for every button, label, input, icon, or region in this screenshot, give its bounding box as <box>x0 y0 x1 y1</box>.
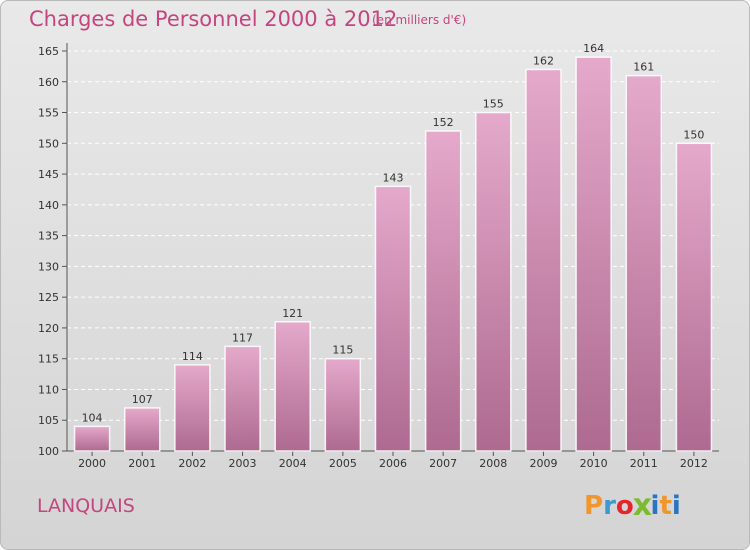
x-tick-label: 2006 <box>379 457 407 470</box>
bar-value-label: 117 <box>232 331 253 344</box>
bar-outline <box>475 111 512 452</box>
bar-outline <box>374 185 412 452</box>
logo-letter: r <box>603 491 616 521</box>
x-tick-label: 2007 <box>429 457 457 470</box>
bar <box>74 426 110 451</box>
x-tick-label: 2001 <box>128 457 156 470</box>
logo-letter: o <box>615 491 634 521</box>
bar-outline <box>625 74 663 452</box>
bar-outline <box>525 68 562 452</box>
bar-value-label: 164 <box>583 42 604 55</box>
bar-outline <box>675 142 713 452</box>
bar-outline <box>174 364 211 452</box>
bar <box>225 346 261 451</box>
y-tick-label: 120 <box>38 322 59 335</box>
bar-value-label: 121 <box>282 307 303 320</box>
x-tick-label: 2003 <box>229 457 257 470</box>
y-tick-label: 150 <box>38 137 59 150</box>
y-tick-label: 110 <box>38 383 59 396</box>
bar-outline <box>224 345 261 452</box>
y-tick-label: 140 <box>38 199 59 212</box>
commune-name: LANQUAIS <box>37 495 135 517</box>
x-tick-label: 2008 <box>479 457 507 470</box>
bar <box>375 186 411 451</box>
x-tick-label: 2002 <box>178 457 206 470</box>
bar <box>475 112 511 452</box>
y-tick-label: 135 <box>38 230 59 243</box>
logo-letter: P <box>584 491 604 521</box>
x-tick-label: 2012 <box>680 457 708 470</box>
bar-value-label: 115 <box>332 344 353 357</box>
bar-value-label: 104 <box>82 411 103 424</box>
bar-outline <box>123 407 161 452</box>
bar-value-label: 161 <box>633 61 654 74</box>
x-tick-label: 2009 <box>529 457 557 470</box>
x-tick-label: 2010 <box>580 457 608 470</box>
y-tick-label: 115 <box>38 353 59 366</box>
bar-outline <box>575 56 612 452</box>
labels: 100 105 110 115 120 125 130 135 140 145 150 155 160 1… <box>38 42 708 470</box>
bars <box>73 56 713 452</box>
bar <box>275 321 311 451</box>
chart-title: Charges de Personnel 2000 à 2012 <box>29 7 398 31</box>
logo-letter: i <box>650 491 660 521</box>
logo-letter: t <box>659 491 672 521</box>
bar-value-label: 150 <box>683 128 704 141</box>
bar-value-label: 114 <box>182 350 203 363</box>
chart-subtitle: (en milliers d'€) <box>372 13 467 27</box>
bar <box>525 69 561 451</box>
y-tick-label: 160 <box>38 76 59 89</box>
bar-outline <box>73 425 111 452</box>
bar <box>576 57 612 452</box>
proxiti-logo[interactable]: Proxiti <box>584 488 681 524</box>
bar-outline <box>324 357 362 452</box>
y-tick-label: 125 <box>38 291 59 304</box>
logo-letter: x <box>632 488 652 524</box>
bar-outline <box>274 321 311 452</box>
y-tick-label: 130 <box>38 260 59 273</box>
y-tick-label: 165 <box>38 45 59 58</box>
y-tick-label: 105 <box>38 414 59 427</box>
bar-value-label: 162 <box>533 54 554 67</box>
bar <box>325 358 361 451</box>
logo-letter: i <box>671 491 681 521</box>
y-tick-label: 100 <box>38 445 59 458</box>
bar <box>425 131 461 451</box>
bar-value-label: 107 <box>132 393 153 406</box>
bar-value-label: 152 <box>433 116 454 129</box>
y-tick-label: 145 <box>38 168 59 181</box>
bar-value-label: 143 <box>383 171 404 184</box>
x-tick-label: 2000 <box>78 457 106 470</box>
bar <box>626 75 662 451</box>
bar <box>124 407 160 451</box>
bar-outline <box>424 130 462 452</box>
bar <box>676 143 712 452</box>
x-tick-label: 2005 <box>329 457 357 470</box>
bar-value-label: 155 <box>483 98 504 111</box>
x-tick-label: 2004 <box>279 457 307 470</box>
y-tick-label: 155 <box>38 107 59 120</box>
bar <box>174 364 210 451</box>
x-tick-label: 2011 <box>630 457 658 470</box>
